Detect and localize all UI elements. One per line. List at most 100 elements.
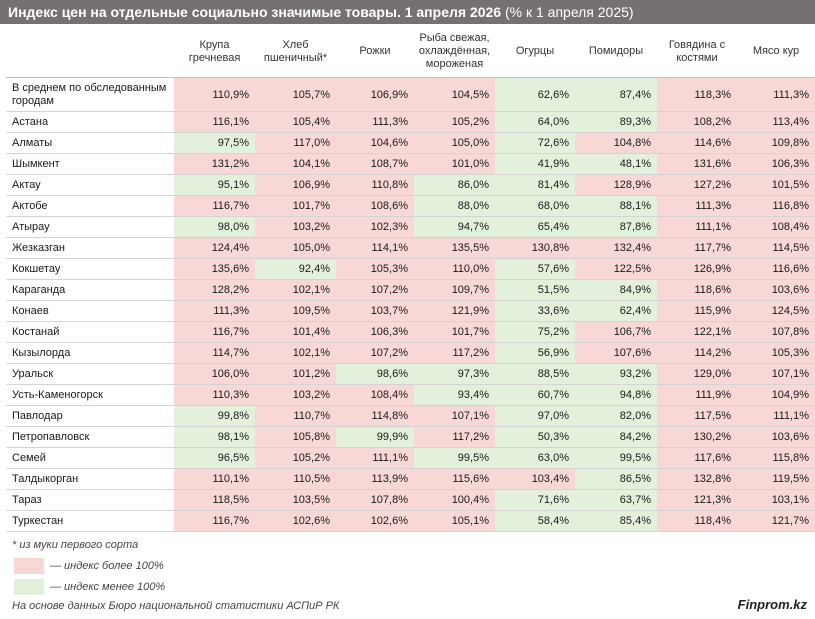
index-value-cell: 111,3% xyxy=(174,300,255,322)
index-value-cell: 88,1% xyxy=(575,195,657,217)
table-header-row: Крупа гречневая Хлеб пшеничный* Рожки Рыба … xyxy=(6,26,815,78)
index-value-cell: 101,2% xyxy=(255,363,336,385)
table-row: Тараз 118,5% 103,5% 107,8% 100,4% 71,6% 63,7% 1… xyxy=(6,489,815,511)
footnote: * из муки первого сорта xyxy=(12,539,139,551)
legend-swatch-high xyxy=(14,558,44,574)
index-value-cell: 116,7% xyxy=(174,510,255,532)
index-value-cell: 98,6% xyxy=(336,363,414,385)
index-value-cell: 111,1% xyxy=(737,405,815,427)
index-value-cell: 96,5% xyxy=(174,447,255,469)
index-value-cell: 103,6% xyxy=(737,279,815,301)
index-value-cell: 107,1% xyxy=(414,405,495,427)
index-value-cell: 88,5% xyxy=(495,363,575,385)
index-value-cell: 95,1% xyxy=(174,174,255,196)
index-value-cell: 109,5% xyxy=(255,300,336,322)
index-value-cell: 110,7% xyxy=(255,405,336,427)
index-value-cell: 105,2% xyxy=(414,111,495,133)
index-value-cell: 124,5% xyxy=(737,300,815,322)
index-value-cell: 109,8% xyxy=(737,132,815,154)
table-row: Усть-Каменогорск 110,3% 103,2% 108,4% 93,4% 6… xyxy=(6,384,815,406)
title-subtitle: (% к 1 апреля 2025) xyxy=(504,4,634,20)
index-value-cell: 104,5% xyxy=(414,77,495,112)
index-value-cell: 75,2% xyxy=(495,321,575,343)
index-value-cell: 126,9% xyxy=(657,258,737,280)
index-value-cell: 135,5% xyxy=(414,237,495,259)
index-value-cell: 129,0% xyxy=(657,363,737,385)
city-name: Кокшетау xyxy=(6,258,174,280)
index-value-cell: 105,0% xyxy=(414,132,495,154)
index-value-cell: 131,6% xyxy=(657,153,737,175)
index-value-cell: 105,8% xyxy=(255,426,336,448)
table-row: В среднем по обследованным городам 110,9%… xyxy=(6,77,815,112)
source-note: На основе данных Бюро национальной стати… xyxy=(12,600,340,612)
index-value-cell: 63,0% xyxy=(495,447,575,469)
city-name: Талдыкорган xyxy=(6,468,174,490)
table-row: Актобе 116,7% 101,7% 108,6% 88,0% 68,0% 88,1% 1… xyxy=(6,195,815,217)
index-value-cell: 111,9% xyxy=(657,384,737,406)
index-value-cell: 102,1% xyxy=(255,342,336,364)
index-value-cell: 108,4% xyxy=(336,384,414,406)
index-value-cell: 118,6% xyxy=(657,279,737,301)
index-value-cell: 115,9% xyxy=(657,300,737,322)
index-value-cell: 108,4% xyxy=(737,216,815,238)
index-value-cell: 103,7% xyxy=(336,300,414,322)
index-value-cell: 99,5% xyxy=(575,447,657,469)
index-value-cell: 108,7% xyxy=(336,153,414,175)
index-value-cell: 132,8% xyxy=(657,468,737,490)
city-name: Шымкент xyxy=(6,153,174,175)
city-name: Кызылорда xyxy=(6,342,174,364)
index-value-cell: 50,3% xyxy=(495,426,575,448)
index-value-cell: 118,3% xyxy=(657,77,737,112)
index-value-cell: 58,4% xyxy=(495,510,575,532)
index-value-cell: 110,3% xyxy=(174,384,255,406)
index-value-cell: 71,6% xyxy=(495,489,575,511)
index-value-cell: 128,2% xyxy=(174,279,255,301)
index-value-cell: 114,6% xyxy=(657,132,737,154)
index-value-cell: 118,4% xyxy=(657,510,737,532)
index-value-cell: 68,0% xyxy=(495,195,575,217)
index-value-cell: 131,2% xyxy=(174,153,255,175)
city-name: Павлодар xyxy=(6,405,174,427)
index-value-cell: 87,8% xyxy=(575,216,657,238)
city-name: Актобе xyxy=(6,195,174,217)
table-row: Жезказган 124,4% 105,0% 114,1% 135,5% 130,8% 1… xyxy=(6,237,815,259)
index-value-cell: 65,4% xyxy=(495,216,575,238)
index-value-cell: 115,8% xyxy=(737,447,815,469)
index-value-cell: 97,0% xyxy=(495,405,575,427)
table-row: Павлодар 99,8% 110,7% 114,8% 107,1% 97,0% 82,0… xyxy=(6,405,815,427)
index-value-cell: 105,3% xyxy=(336,258,414,280)
column-header: Говядина с костями xyxy=(657,26,737,78)
header-city xyxy=(6,26,174,78)
index-value-cell: 101,5% xyxy=(737,174,815,196)
index-value-cell: 92,4% xyxy=(255,258,336,280)
index-value-cell: 103,1% xyxy=(737,489,815,511)
index-value-cell: 41,9% xyxy=(495,153,575,175)
table-row: Костанай 116,7% 101,4% 106,3% 101,7% 75,2% 106… xyxy=(6,321,815,343)
index-value-cell: 117,6% xyxy=(657,447,737,469)
table-row: Кызылорда 114,7% 102,1% 107,2% 117,2% 56,9% 10… xyxy=(6,342,815,364)
column-header: Рыба свежая, охлаждённая, мороженая xyxy=(414,26,495,78)
index-value-cell: 104,8% xyxy=(575,132,657,154)
city-name: Петропавловск xyxy=(6,426,174,448)
city-name: Астана xyxy=(6,111,174,133)
index-value-cell: 124,4% xyxy=(174,237,255,259)
index-value-cell: 82,0% xyxy=(575,405,657,427)
index-value-cell: 121,9% xyxy=(414,300,495,322)
index-value-cell: 107,6% xyxy=(575,342,657,364)
index-value-cell: 105,7% xyxy=(255,77,336,112)
index-value-cell: 84,9% xyxy=(575,279,657,301)
index-value-cell: 121,3% xyxy=(657,489,737,511)
column-header: Хлеб пшеничный* xyxy=(255,26,336,78)
index-value-cell: 122,5% xyxy=(575,258,657,280)
index-value-cell: 86,5% xyxy=(575,468,657,490)
index-value-cell: 94,8% xyxy=(575,384,657,406)
index-value-cell: 107,8% xyxy=(737,321,815,343)
index-value-cell: 88,0% xyxy=(414,195,495,217)
index-value-cell: 62,4% xyxy=(575,300,657,322)
index-value-cell: 97,3% xyxy=(414,363,495,385)
index-value-cell: 106,0% xyxy=(174,363,255,385)
index-value-cell: 118,5% xyxy=(174,489,255,511)
index-value-cell: 97,5% xyxy=(174,132,255,154)
column-header: Крупа гречневая xyxy=(174,26,255,78)
index-value-cell: 101,0% xyxy=(414,153,495,175)
